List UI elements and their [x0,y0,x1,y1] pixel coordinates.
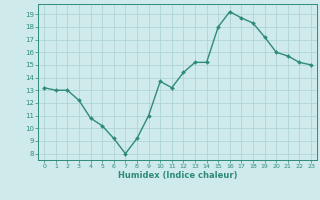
X-axis label: Humidex (Indice chaleur): Humidex (Indice chaleur) [118,171,237,180]
